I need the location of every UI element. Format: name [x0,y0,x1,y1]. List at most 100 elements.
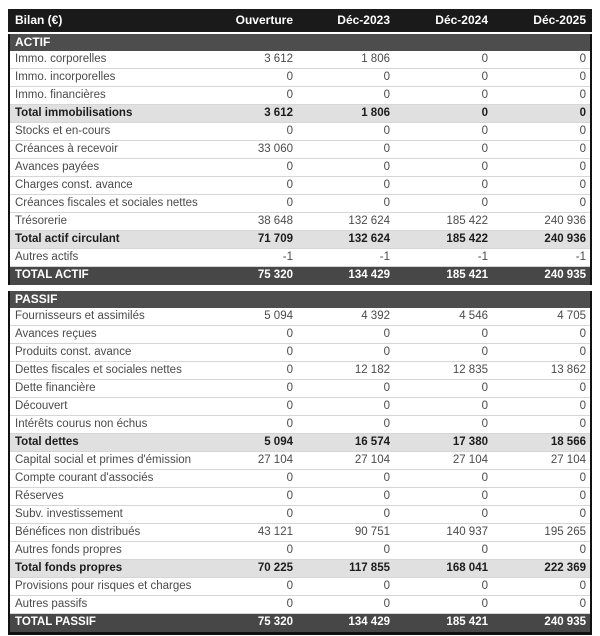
cell-value: 0 [286,364,293,376]
table-row: Total fonds propres 70 225 117 855 168 0… [10,560,590,578]
cell-value: 75 320 [257,269,293,281]
table-row: Réserves 0 0 0 0 [10,488,590,506]
cell-value: -1 [477,251,488,263]
cell-value: 0 [286,179,293,191]
cell-value: 0 [383,71,390,83]
row-label: Immo. financières [15,89,106,101]
cell-value: 16 574 [354,436,390,448]
row-label: Créances à recevoir [15,143,118,155]
table-header: Bilan (€) Ouverture Déc-2023 Déc-2024 Dé… [8,9,592,32]
cell-value: 0 [286,400,293,412]
cell-value: 134 429 [348,269,390,281]
cell-value: 0 [286,197,293,209]
table-section: PASSIF Fournisseurs et assimilés 5 094 4… [8,291,592,635]
row-label: Immo. incorporelles [15,71,116,83]
row-label: Autres actifs [15,251,79,263]
cell-value: 0 [579,418,586,430]
cell-value: 0 [579,89,586,101]
cell-value: 0 [579,400,586,412]
cell-value: 240 935 [544,269,586,281]
row-label: Réserves [15,490,64,502]
cell-value: 0 [579,544,586,556]
cell-value: 0 [383,328,390,340]
cell-value: 0 [286,472,293,484]
row-label: Total fonds propres [15,562,123,574]
cell-value: 3 612 [264,107,293,119]
cell-value: 4 546 [459,310,488,322]
cell-value: 0 [579,580,586,592]
cell-value: 0 [383,598,390,610]
row-label: Avances reçues [15,328,97,340]
column-header-dec-2023: Déc-2023 [337,13,390,27]
cell-value: 12 835 [452,364,488,376]
table-body: ACTIF Immo. corporelles 3 612 1 806 0 0 … [8,34,592,635]
cell-value: 185 421 [446,269,488,281]
cell-value: 90 751 [354,526,390,538]
cell-value: 33 060 [257,143,293,155]
row-label: Bénéfices non distribués [15,526,141,538]
cell-value: 0 [481,472,488,484]
cell-value: 134 429 [348,616,390,628]
column-header-dec-2025: Déc-2025 [533,13,586,27]
cell-value: 0 [481,125,488,137]
cell-value: 0 [579,328,586,340]
table-row: Avances reçues 0 0 0 0 [10,326,590,344]
cell-value: 185 421 [446,616,488,628]
cell-value: 0 [383,400,390,412]
cell-value: 27 104 [257,454,293,466]
cell-value: 132 624 [348,215,390,227]
table-row: Avances payées 0 0 0 0 [10,159,590,177]
cell-value: 0 [579,179,586,191]
row-label: Créances fiscales et sociales nettes [15,197,198,209]
cell-value: 0 [579,143,586,155]
cell-value: 0 [383,179,390,191]
cell-value: 0 [481,490,488,502]
row-label: TOTAL ACTIF [15,269,89,281]
cell-value: 0 [383,161,390,173]
cell-value: 195 265 [544,526,586,538]
cell-value: 168 041 [446,562,488,574]
cell-value: 43 121 [257,526,293,538]
table-section: ACTIF Immo. corporelles 3 612 1 806 0 0 … [8,34,592,285]
cell-value: 4 705 [557,310,586,322]
column-header-dec-2024: Déc-2024 [435,13,488,27]
cell-value: 70 225 [257,562,293,574]
cell-value: 0 [481,161,488,173]
row-label: Produits const. avance [15,346,132,358]
row-label: Provisions pour risques et charges [15,580,192,592]
table-row: Subv. investissement 0 0 0 0 [10,506,590,524]
row-label: Subv. investissement [15,508,123,520]
cell-value: 0 [383,382,390,394]
section-rows: Immo. corporelles 3 612 1 806 0 0 Immo. … [10,51,590,285]
cell-value: 140 937 [446,526,488,538]
cell-value: 117 855 [349,562,390,574]
row-label: Trésorerie [15,215,67,227]
cell-value: 0 [481,544,488,556]
cell-value: 0 [383,89,390,101]
cell-value: 0 [286,382,293,394]
cell-value: 0 [286,490,293,502]
section-rows: Fournisseurs et assimilés 5 094 4 392 4 … [10,308,590,632]
cell-value: 0 [481,71,488,83]
row-label: Compte courant d'associés [15,472,154,484]
section-header-passif: PASSIF [10,291,590,308]
cell-value: 1 806 [361,53,390,65]
table-row: Fournisseurs et assimilés 5 094 4 392 4 … [10,308,590,326]
row-label: Charges const. avance [15,179,133,191]
cell-value: 17 380 [452,436,488,448]
cell-value: 0 [481,598,488,610]
table-row: Dette financière 0 0 0 0 [10,380,590,398]
cell-value: 0 [481,400,488,412]
cell-value: 0 [383,472,390,484]
cell-value: 0 [481,580,488,592]
table-row: Intérêts courus non échus 0 0 0 0 [10,416,590,434]
row-label: Fournisseurs et assimilés [15,310,145,322]
table-row: Immo. financières 0 0 0 0 [10,87,590,105]
cell-value: 0 [286,161,293,173]
cell-value: 0 [579,472,586,484]
cell-value: 0 [481,328,488,340]
cell-value: 0 [383,580,390,592]
table-row: Créances à recevoir 33 060 0 0 0 [10,141,590,159]
cell-value: 0 [286,508,293,520]
row-label: Immo. corporelles [15,53,107,65]
